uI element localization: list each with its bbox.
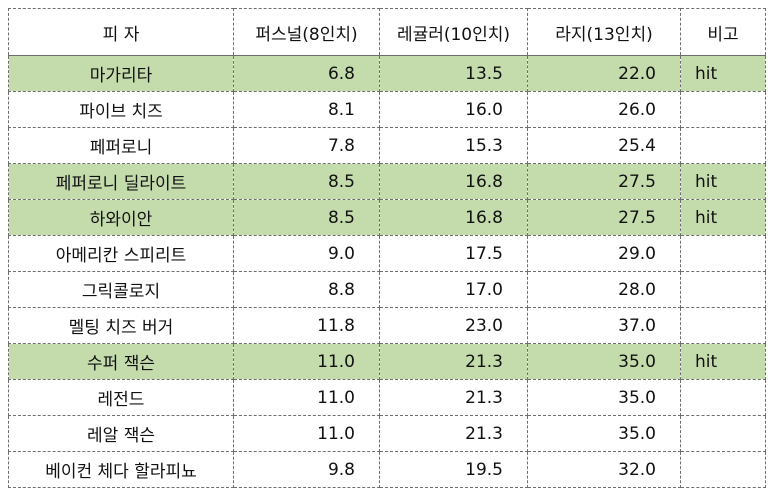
table-row: 베이컨 체다 할라피뇨 9.8 19.5 32.0	[8, 451, 766, 488]
large-price-cell: 26.0	[527, 91, 681, 128]
large-price-cell: 35.0	[527, 343, 681, 380]
table-body: 마가리타 6.8 13.5 22.0 hit 파이브 치즈 8.1 16.0 26.0 페퍼로니 7…	[8, 55, 766, 488]
large-price-cell: 32.0	[527, 451, 681, 488]
table-row: 레알 잭슨 11.0 21.3 35.0	[8, 415, 766, 452]
table-row: 그릭콜로지 8.8 17.0 28.0	[8, 271, 766, 308]
table-row: 레전드 11.0 21.3 35.0	[8, 379, 766, 416]
regular-price-cell: 21.3	[379, 343, 528, 380]
regular-price-cell: 17.5	[379, 235, 528, 272]
note-cell	[680, 271, 766, 308]
note-cell: hit	[680, 199, 766, 236]
personal-price-cell: 8.5	[233, 199, 380, 236]
table-row: 하와이안 8.5 16.8 27.5 hit	[8, 199, 766, 236]
pizza-name-cell: 페퍼로니 딜라이트	[8, 163, 234, 200]
pizza-name-cell: 마가리타	[8, 55, 234, 92]
table-row: 아메리칸 스피리트 9.0 17.5 29.0	[8, 235, 766, 272]
large-price-cell: 27.5	[527, 163, 681, 200]
table-row: 마가리타 6.8 13.5 22.0 hit	[8, 55, 766, 92]
large-price-cell: 25.4	[527, 127, 681, 164]
note-cell	[680, 451, 766, 488]
table-row: 파이브 치즈 8.1 16.0 26.0	[8, 91, 766, 128]
pizza-name-cell: 파이브 치즈	[8, 91, 234, 128]
large-price-cell: 22.0	[527, 55, 681, 92]
large-price-cell: 37.0	[527, 307, 681, 344]
pizza-name-cell: 아메리칸 스피리트	[8, 235, 234, 272]
personal-price-cell: 11.0	[233, 379, 380, 416]
table-row: 멜팅 치즈 버거 11.8 23.0 37.0	[8, 307, 766, 344]
note-cell	[680, 415, 766, 452]
large-price-cell: 28.0	[527, 271, 681, 308]
regular-price-cell: 16.8	[379, 163, 528, 200]
regular-price-cell: 23.0	[379, 307, 528, 344]
pizza-name-cell: 멜팅 치즈 버거	[8, 307, 234, 344]
table-row: 페퍼로니 딜라이트 8.5 16.8 27.5 hit	[8, 163, 766, 200]
header-large: 라지(13인치)	[527, 8, 681, 56]
large-price-cell: 35.0	[527, 415, 681, 452]
note-cell: hit	[680, 163, 766, 200]
regular-price-cell: 17.0	[379, 271, 528, 308]
personal-price-cell: 8.8	[233, 271, 380, 308]
header-regular: 레귤러(10인치)	[379, 8, 528, 56]
regular-price-cell: 21.3	[379, 379, 528, 416]
pizza-name-cell: 하와이안	[8, 199, 234, 236]
personal-price-cell: 9.8	[233, 451, 380, 488]
header-personal: 퍼스널(8인치)	[233, 8, 380, 56]
pizza-name-cell: 베이컨 체다 할라피뇨	[8, 451, 234, 488]
large-price-cell: 27.5	[527, 199, 681, 236]
header-pizza: 피 자	[8, 8, 234, 56]
personal-price-cell: 8.5	[233, 163, 380, 200]
personal-price-cell: 8.1	[233, 91, 380, 128]
personal-price-cell: 7.8	[233, 127, 380, 164]
large-price-cell: 35.0	[527, 379, 681, 416]
personal-price-cell: 9.0	[233, 235, 380, 272]
header-row: 피 자 퍼스널(8인치) 레귤러(10인치) 라지(13인치) 비고	[8, 8, 766, 56]
pizza-name-cell: 레전드	[8, 379, 234, 416]
table-row: 수퍼 잭슨 11.0 21.3 35.0 hit	[8, 343, 766, 380]
personal-price-cell: 11.8	[233, 307, 380, 344]
table-row: 페퍼로니 7.8 15.3 25.4	[8, 127, 766, 164]
note-cell: hit	[680, 343, 766, 380]
pizza-name-cell: 레알 잭슨	[8, 415, 234, 452]
personal-price-cell: 11.0	[233, 343, 380, 380]
note-cell	[680, 91, 766, 128]
note-cell	[680, 379, 766, 416]
note-cell	[680, 235, 766, 272]
pizza-price-table-container: 피 자 퍼스널(8인치) 레귤러(10인치) 라지(13인치) 비고 마가리타 6…	[8, 8, 766, 488]
regular-price-cell: 13.5	[379, 55, 528, 92]
pizza-name-cell: 페퍼로니	[8, 127, 234, 164]
pizza-name-cell: 수퍼 잭슨	[8, 343, 234, 380]
regular-price-cell: 16.0	[379, 91, 528, 128]
regular-price-cell: 16.8	[379, 199, 528, 236]
regular-price-cell: 15.3	[379, 127, 528, 164]
header-note: 비고	[680, 8, 766, 56]
pizza-price-table: 피 자 퍼스널(8인치) 레귤러(10인치) 라지(13인치) 비고 마가리타 6…	[8, 8, 766, 488]
note-cell	[680, 127, 766, 164]
regular-price-cell: 21.3	[379, 415, 528, 452]
personal-price-cell: 11.0	[233, 415, 380, 452]
regular-price-cell: 19.5	[379, 451, 528, 488]
pizza-name-cell: 그릭콜로지	[8, 271, 234, 308]
personal-price-cell: 6.8	[233, 55, 380, 92]
large-price-cell: 29.0	[527, 235, 681, 272]
note-cell	[680, 307, 766, 344]
note-cell: hit	[680, 55, 766, 92]
